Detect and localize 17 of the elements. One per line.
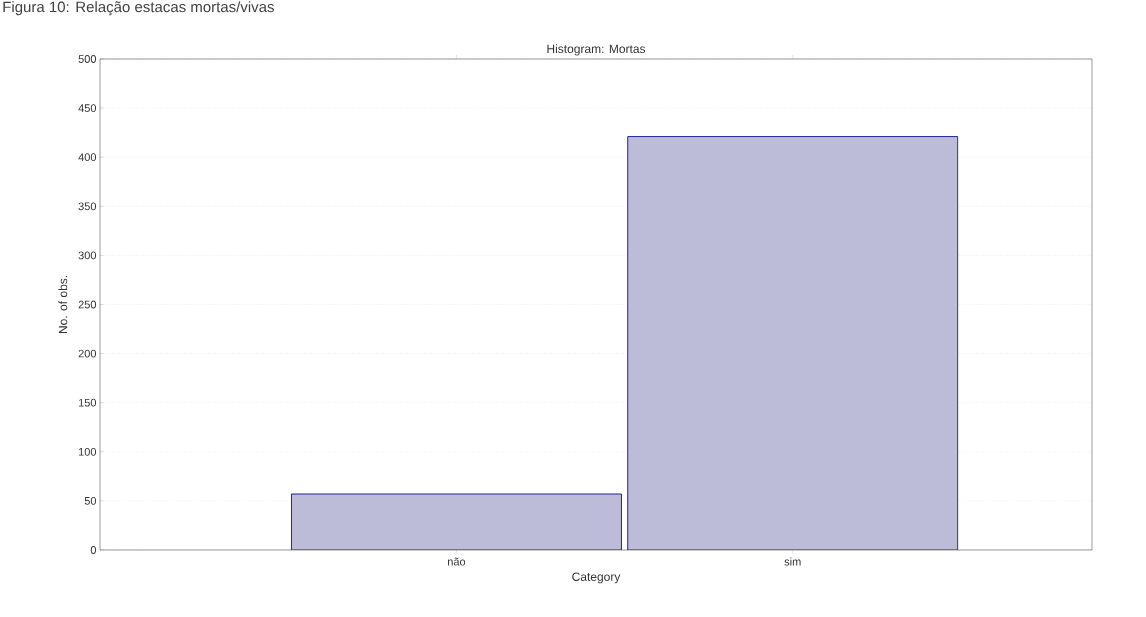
y-tick-label: 450 [78,104,97,112]
y-tick-label: 350 [78,202,97,211]
y-tick-label: 300 [78,251,97,260]
y-tick-label: 400 [78,153,97,162]
y-tick-label: 50 [84,497,97,505]
y-tick-label: 250 [78,300,97,309]
y-tick-label: 0 [90,546,97,554]
x-axis-title: Category [572,572,621,584]
y-tick-label: 150 [78,398,97,407]
y-tick-label: 200 [78,349,97,358]
y-axis-title: No. of obs. [58,276,68,334]
x-tick-label: não [448,557,466,566]
y-tick-label: 500 [78,55,97,63]
chart-title: Histogram: Mortas [547,44,646,56]
x-tick-label: sim [784,557,801,566]
text: Figura 10: Relação estacas mortas/vivas [3,1,274,16]
y-tick-label: 100 [78,447,97,456]
